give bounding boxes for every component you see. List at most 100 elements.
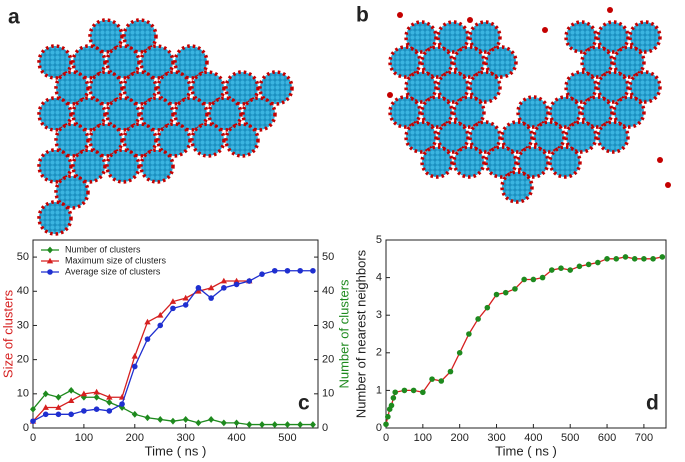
point [131,363,138,370]
y-axis-label: Size of clusters [0,289,15,378]
x-tick-label: 0 [383,432,389,444]
point [576,263,583,270]
point [259,421,266,428]
point [55,411,62,418]
cluster [37,200,73,236]
y-tick-label: 10 [17,388,29,400]
point [271,421,278,428]
cluster [54,122,90,158]
cluster [564,20,598,54]
cluster [190,70,226,106]
x-tick-label: 200 [126,432,144,444]
cluster [484,145,518,179]
cluster [628,20,662,54]
panel-label: b [356,4,369,27]
x-tick-label: 0 [30,432,36,444]
cluster [404,120,438,154]
cluster [388,95,422,129]
cluster [105,44,141,80]
panel-label: d [646,392,659,415]
point [233,419,240,427]
point [585,261,592,268]
cluster [516,95,550,129]
cluster [207,96,243,132]
point [595,259,601,266]
point [383,421,389,428]
cluster [452,45,486,79]
y2-tick-label: 50 [322,251,334,263]
point [106,398,113,406]
point [456,350,463,356]
cluster [596,120,630,154]
cluster [468,20,502,54]
cluster [37,148,73,184]
point [157,416,164,423]
cluster [612,95,646,129]
legend-marker [47,269,53,275]
point [67,397,75,404]
point [613,255,620,262]
point [207,284,215,291]
cluster [532,120,566,154]
cluster [436,120,470,154]
free-ion [657,157,663,163]
point [447,368,454,375]
point [502,289,509,296]
legend-label: Number of clusters [65,244,141,254]
cluster [139,44,175,80]
point [438,378,445,384]
free-ion [665,182,671,188]
cluster [37,96,73,132]
cluster [580,45,614,79]
point [392,389,399,396]
cluster [88,70,124,106]
plot-frame [385,239,667,429]
cluster [105,148,141,184]
cluster [139,148,175,184]
cluster [173,96,209,132]
point [144,336,151,342]
y-tick-label: 40 [17,285,29,297]
point [650,255,656,262]
point [558,265,564,272]
point [246,421,253,428]
point [119,404,126,411]
point [475,316,481,322]
cluster [105,96,141,132]
point [182,294,189,301]
point [567,267,574,273]
point [284,421,291,428]
point [30,418,36,424]
point [221,285,227,291]
point [521,276,527,283]
point [233,277,240,284]
cluster [388,45,422,79]
cluster [436,20,470,54]
point [539,274,546,281]
y-tick-label: 0 [376,422,382,434]
cluster [420,145,454,179]
cluster [173,44,209,80]
legend-marker [46,257,54,264]
point [385,413,391,420]
point [93,406,100,413]
panel-label: c [298,392,310,415]
cluster [404,70,438,104]
simulation-snapshots [37,7,671,236]
cluster [71,44,107,80]
x-tick-label: 200 [451,432,469,444]
cluster [420,45,454,79]
point [195,287,202,294]
point [42,411,49,418]
x-tick-label: 400 [524,432,542,444]
point [80,390,88,397]
cluster [71,96,107,132]
x-tick-label: 600 [598,432,616,444]
cluster [420,95,454,129]
series-line [32,280,250,422]
cluster [54,174,90,210]
cluster [516,145,550,179]
y-tick-label: 5 [376,234,382,246]
point [530,276,537,283]
